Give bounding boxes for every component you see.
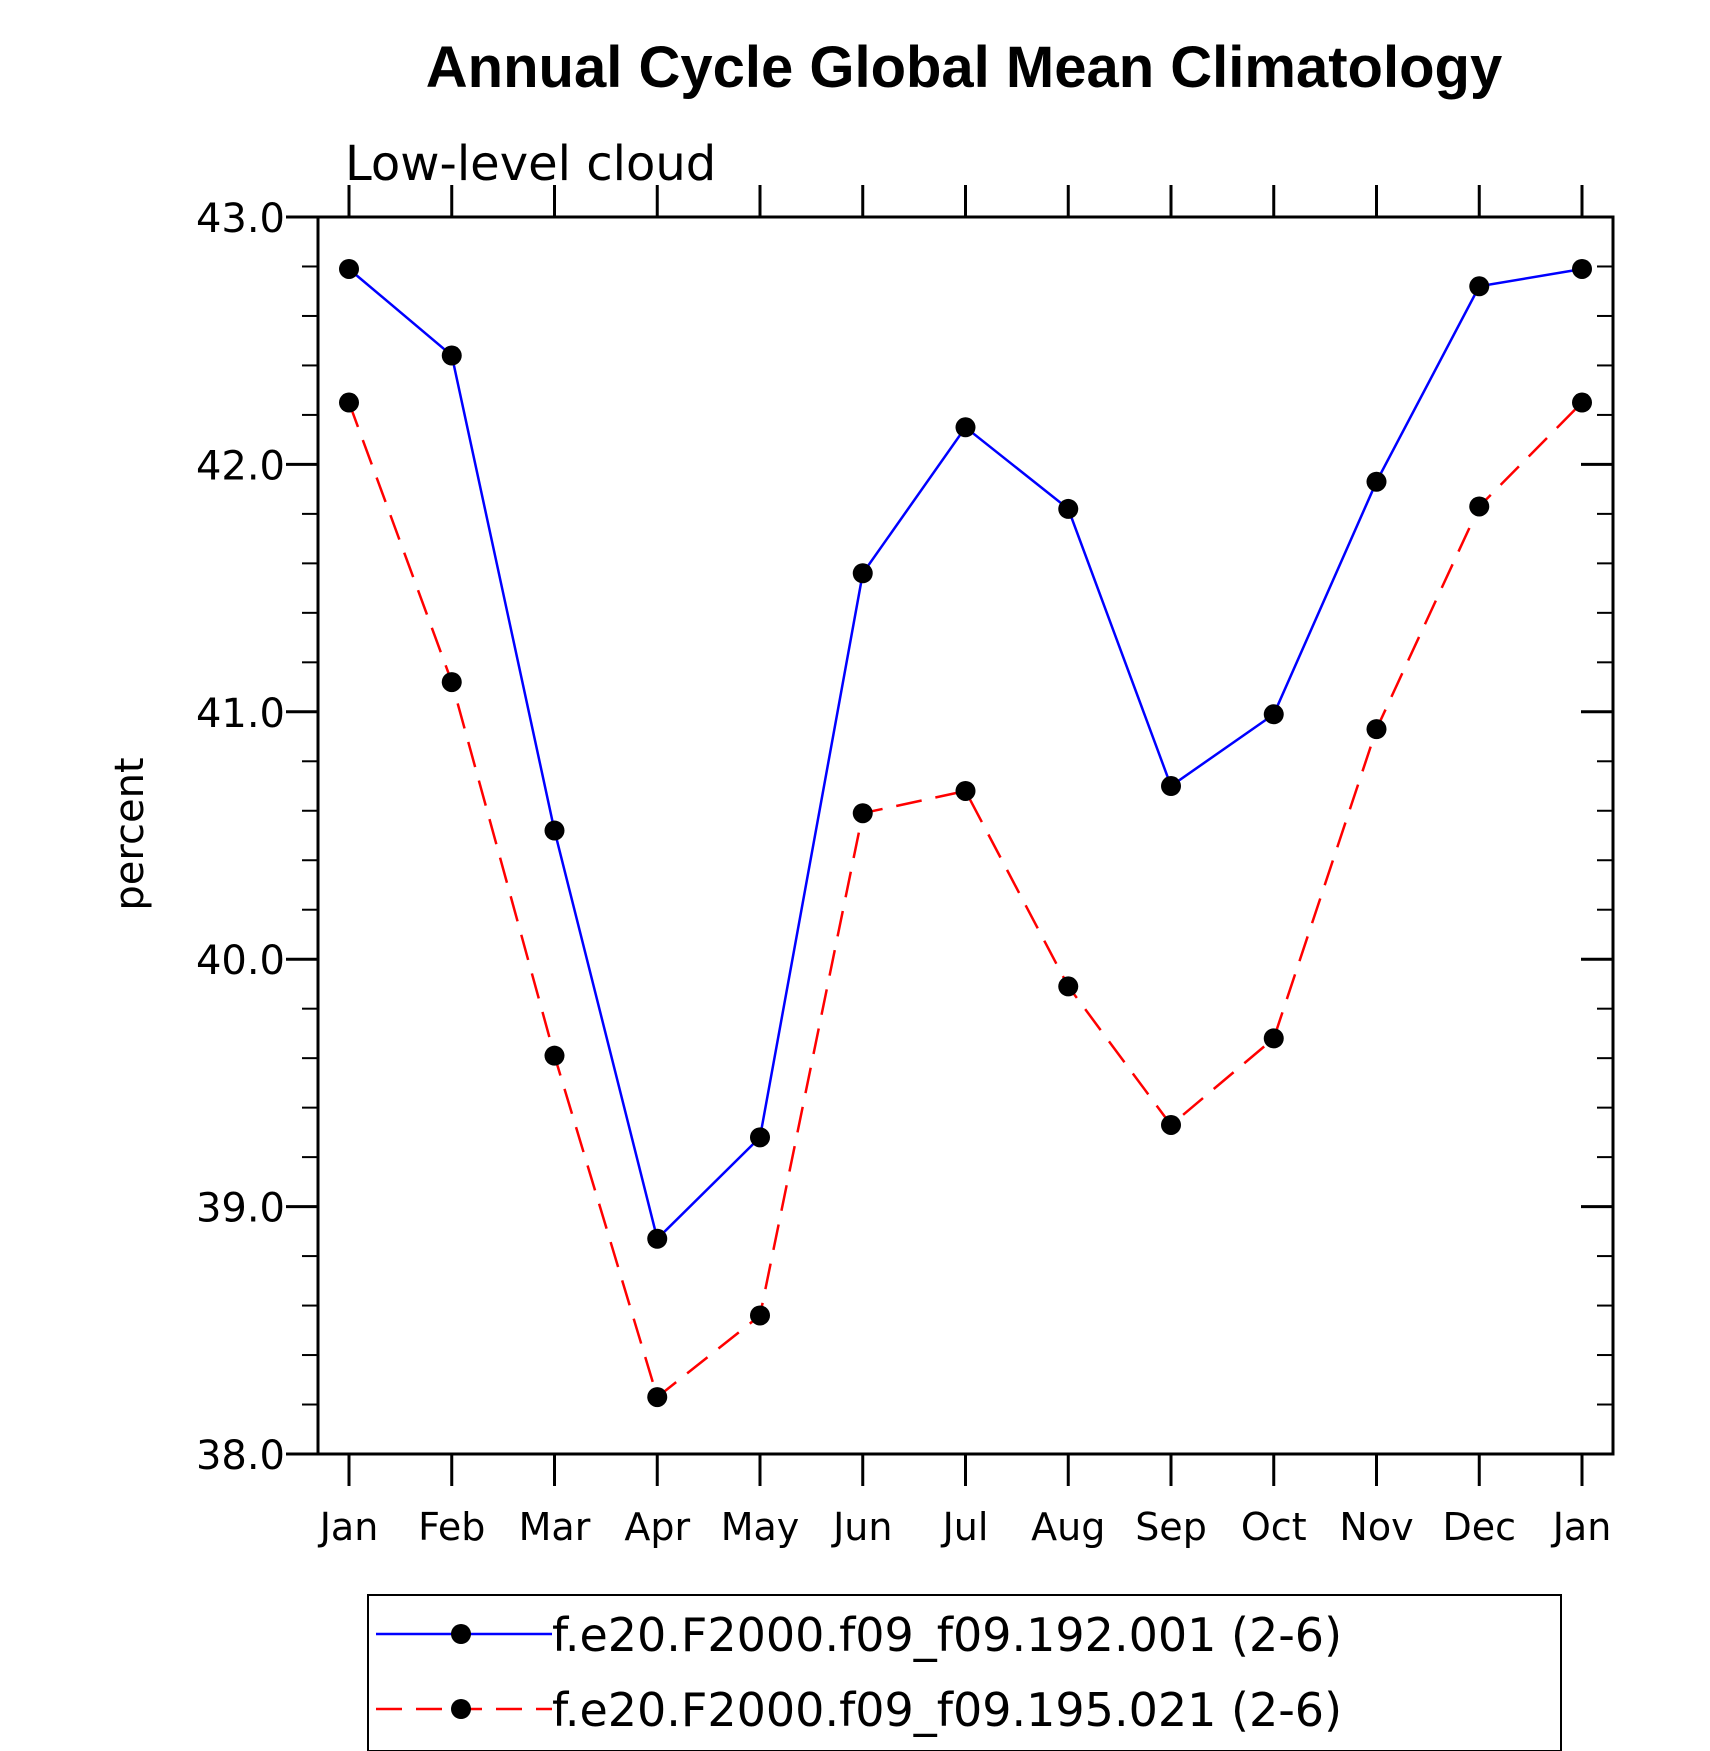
series-2-point bbox=[647, 1387, 668, 1408]
y-axis-label: percent bbox=[107, 757, 153, 910]
legend-box bbox=[367, 1594, 1562, 1751]
x-tick-label: Sep bbox=[1135, 1505, 1207, 1549]
series-2-point bbox=[1469, 496, 1490, 517]
series-2-point bbox=[1263, 1028, 1284, 1049]
series-2-point bbox=[544, 1045, 565, 1066]
series-1-point bbox=[750, 1127, 770, 1148]
series-1-point bbox=[647, 1228, 668, 1249]
series-2-point bbox=[1366, 719, 1387, 740]
legend-label-1: f.e20.F2000.f09_f09.192.001 (2-6) bbox=[552, 1608, 1342, 1662]
series-2-point bbox=[441, 672, 462, 693]
x-tick-label: Aug bbox=[1031, 1505, 1105, 1549]
series-1-point bbox=[1161, 776, 1181, 797]
series-1-point bbox=[441, 345, 462, 366]
x-tick-label: May bbox=[721, 1505, 800, 1549]
series-2-point bbox=[750, 1305, 770, 1326]
series-2-point bbox=[955, 780, 976, 801]
series-1-point bbox=[1572, 258, 1592, 279]
series-1-point bbox=[544, 820, 565, 841]
legend-marker-2 bbox=[451, 1699, 471, 1719]
series-2-point bbox=[1161, 1114, 1181, 1135]
x-tick-label: Apr bbox=[624, 1505, 690, 1549]
legend-marker-1 bbox=[451, 1624, 471, 1644]
series-1-point bbox=[1366, 471, 1387, 492]
y-tick-label: 38.0 bbox=[196, 1433, 285, 1479]
x-tick-label: Jan bbox=[1551, 1505, 1612, 1549]
y-tick-label: 42.0 bbox=[196, 443, 285, 489]
x-tick-label: Feb bbox=[418, 1505, 485, 1549]
series-1-point bbox=[955, 417, 976, 438]
series-2-point bbox=[1058, 976, 1079, 997]
y-tick-label: 40.0 bbox=[196, 938, 285, 984]
series-line-2 bbox=[347, 401, 1583, 1400]
y-tick-label: 41.0 bbox=[196, 691, 285, 737]
series-1-point bbox=[339, 258, 359, 279]
series-1-point bbox=[1469, 276, 1490, 297]
y-tick-label: 43.0 bbox=[196, 196, 285, 242]
x-tick-label: Jul bbox=[941, 1505, 989, 1549]
legend-label-2: f.e20.F2000.f09_f09.195.021 (2-6) bbox=[552, 1683, 1342, 1737]
series-line-1 bbox=[348, 267, 1583, 1242]
x-tick-label: Dec bbox=[1442, 1505, 1516, 1549]
series-1-point bbox=[1058, 498, 1079, 519]
x-tick-label: Oct bbox=[1241, 1505, 1307, 1549]
legend: f.e20.F2000.f09_f09.192.001 (2-6) f.e20.F… bbox=[376, 1608, 1342, 1737]
series-2-point bbox=[852, 803, 873, 824]
series-2-point bbox=[1572, 392, 1592, 413]
chart-title: Annual Cycle Global Mean Climatology bbox=[426, 35, 1502, 100]
series-1-point bbox=[852, 563, 873, 584]
axes: Jan Feb Mar Apr May Jun Jul Aug Sep Oct Nov Dec Jan 3… bbox=[196, 185, 1613, 1549]
series-layer bbox=[339, 258, 1592, 1408]
y-tick-label: 39.0 bbox=[196, 1186, 285, 1232]
series-2-point bbox=[339, 392, 359, 413]
x-tick-label: Jun bbox=[831, 1505, 892, 1549]
x-tick-label: Mar bbox=[519, 1505, 591, 1549]
series-1-point bbox=[1263, 704, 1284, 725]
chart-subtitle: Low-level cloud bbox=[345, 136, 716, 192]
x-tick-label: Jan bbox=[318, 1505, 379, 1549]
x-tick-label: Nov bbox=[1339, 1505, 1413, 1549]
